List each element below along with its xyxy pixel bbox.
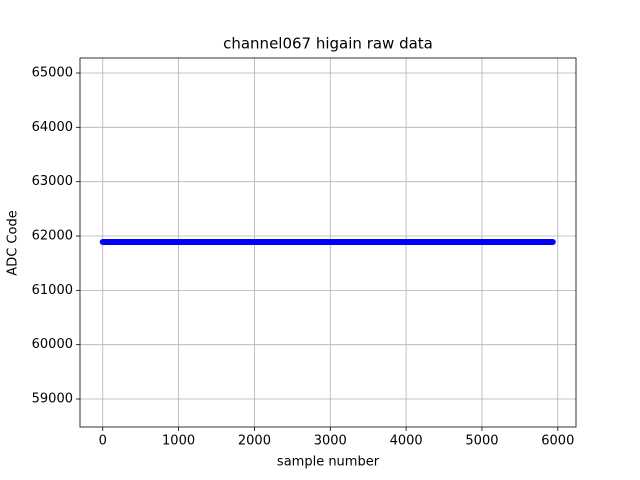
chart-title: channel067 higain raw data [223, 35, 433, 53]
y-tick-label: 63000 [32, 174, 73, 189]
x-axis-label: sample number [277, 455, 380, 470]
y-tick-label: 65000 [32, 65, 73, 80]
x-tick-label: 5000 [465, 434, 498, 449]
y-tick-label: 64000 [32, 120, 73, 135]
x-tick-label: 1000 [162, 434, 195, 449]
x-tick-label: 0 [99, 434, 107, 449]
y-axis-label: ADC Code [6, 210, 21, 275]
x-tick-label: 4000 [390, 434, 423, 449]
y-tick-label: 62000 [32, 229, 73, 244]
y-tick-label: 60000 [32, 337, 73, 352]
plot-frame [79, 57, 577, 428]
y-tick-label: 59000 [32, 392, 73, 407]
y-tick-label: 61000 [32, 283, 73, 298]
x-tick-label: 3000 [314, 434, 347, 449]
x-tick-label: 2000 [238, 434, 271, 449]
x-tick-label: 6000 [541, 434, 574, 449]
